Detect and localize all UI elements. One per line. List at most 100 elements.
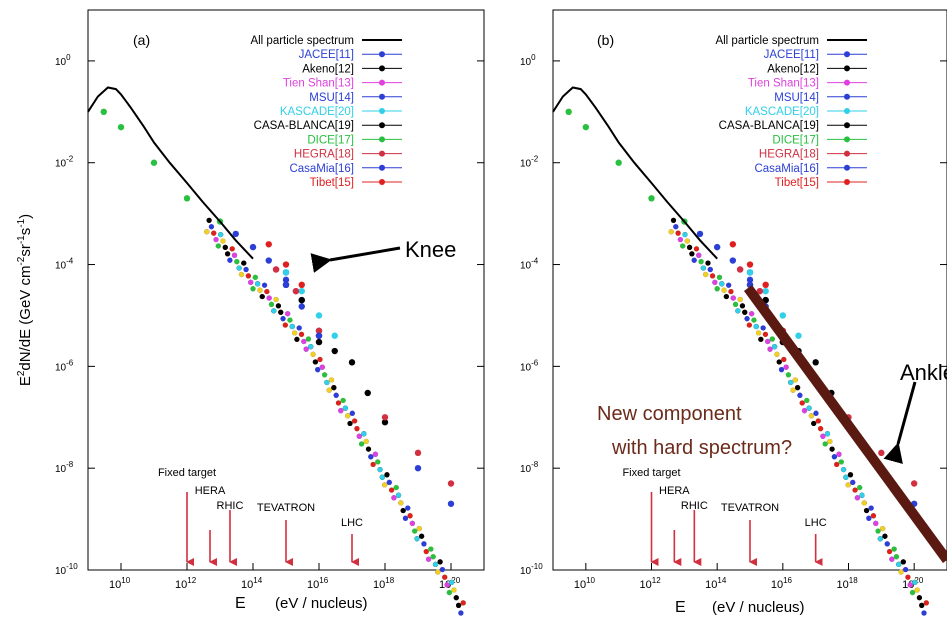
measurement-point	[813, 410, 819, 416]
measurement-point	[801, 408, 808, 414]
data-point	[348, 359, 356, 366]
measurement-point	[446, 589, 452, 596]
legend-label: DICE[17]	[307, 134, 354, 146]
measurement-point	[241, 260, 247, 266]
data-point	[878, 449, 885, 457]
measurement-point	[370, 461, 376, 468]
measurement-point	[352, 418, 358, 424]
measurement-point	[294, 336, 300, 342]
data-point	[315, 332, 323, 339]
accelerator-label: LHC	[805, 517, 827, 529]
legend-marker	[844, 150, 850, 157]
legend-label: JACEE[11]	[764, 49, 819, 61]
legend-marker	[379, 136, 385, 143]
measurement-point	[250, 286, 256, 292]
legend-marker	[844, 108, 850, 114]
panel-a-x-label-e: E	[235, 595, 246, 612]
measurement-point	[416, 525, 422, 532]
measurement-point	[721, 287, 727, 293]
data-point	[615, 159, 622, 166]
data-point	[414, 464, 422, 472]
measurement-point	[382, 482, 388, 488]
measurement-point	[303, 346, 309, 352]
measurement-point	[742, 309, 748, 315]
measurement-point	[275, 303, 282, 309]
measurement-point	[266, 295, 272, 301]
data-point	[746, 261, 754, 268]
measurement-point	[822, 441, 828, 447]
data-point	[315, 312, 323, 319]
x-tick-label: 1010	[109, 576, 131, 591]
legend-marker	[379, 65, 385, 72]
measurement-point	[719, 281, 725, 287]
measurement-point	[379, 474, 385, 480]
measurement-point	[206, 217, 212, 223]
measurement-point	[854, 495, 860, 501]
measurement-point	[875, 528, 881, 534]
panel-a: (a) 100 10-2 10-4 10-6 10-8 10-10 1010 1012 101…	[16, 9, 485, 616]
measurement-point	[886, 548, 893, 555]
measurement-point	[285, 311, 291, 317]
x-tick-label: 1018	[373, 576, 395, 591]
measurement-point	[677, 236, 683, 243]
legend-marker	[844, 51, 850, 58]
measurement-point	[400, 507, 406, 514]
legend-label: CASA-BLANCA[19]	[254, 120, 354, 132]
data-point	[298, 281, 305, 289]
measurement-point	[863, 507, 870, 514]
measurement-point	[319, 364, 325, 370]
measurement-point	[361, 431, 367, 437]
legend-marker	[379, 164, 385, 171]
measurement-point	[847, 472, 854, 478]
measurement-point	[806, 405, 812, 411]
accelerator-label: HERA	[195, 485, 226, 497]
measurement-point	[834, 461, 840, 468]
accelerator-label: RHIC	[681, 500, 708, 512]
measurement-point	[282, 322, 288, 328]
measurement-point	[712, 279, 718, 285]
measurement-point	[804, 397, 810, 404]
data-point	[265, 257, 272, 264]
data-point	[381, 419, 389, 426]
legend-label: DICE[17]	[772, 134, 819, 146]
knee-arrow	[310, 246, 401, 273]
measurement-point	[670, 217, 677, 223]
measurement-point	[668, 229, 674, 235]
measurement-point	[301, 338, 307, 345]
legend-label: JACEE[11]	[299, 49, 354, 61]
measurement-point	[421, 541, 427, 547]
panel-a-x-label-units: (eV / nucleus)	[275, 595, 368, 612]
measurement-point	[758, 336, 764, 342]
measurement-point	[245, 273, 251, 279]
measurement-point	[709, 273, 716, 279]
measurement-point	[220, 238, 226, 244]
measurement-point	[215, 243, 221, 249]
panel-a-label: (a)	[133, 32, 150, 48]
measurement-point	[310, 351, 316, 357]
measurement-point	[815, 418, 821, 424]
data-point	[648, 195, 655, 202]
measurement-point	[891, 546, 897, 552]
measurement-point	[808, 413, 814, 419]
measurement-point	[280, 316, 286, 322]
measurement-point	[811, 420, 817, 427]
measurement-point	[204, 229, 210, 235]
accelerator-label: LHC	[341, 517, 363, 529]
measurement-point	[788, 379, 794, 386]
x-tick-label: 1012	[640, 576, 662, 591]
measurement-point	[760, 325, 766, 331]
measurement-point	[296, 325, 302, 331]
measurement-point	[866, 515, 872, 521]
measurement-point	[375, 459, 381, 465]
y-tick-label: 10-8	[520, 460, 539, 475]
data-point	[736, 266, 744, 273]
measurement-point	[432, 561, 439, 567]
panel-a-y-ticks: 100 10-2 10-4 10-6 10-8 10-10	[55, 53, 484, 577]
measurement-point	[268, 301, 275, 308]
x-tick-label: 1016	[307, 576, 329, 591]
data-point	[282, 281, 290, 289]
data-point	[713, 243, 721, 251]
y-tick-label: 10-4	[520, 257, 539, 272]
measurement-point	[213, 236, 219, 243]
measurement-point	[684, 238, 690, 244]
